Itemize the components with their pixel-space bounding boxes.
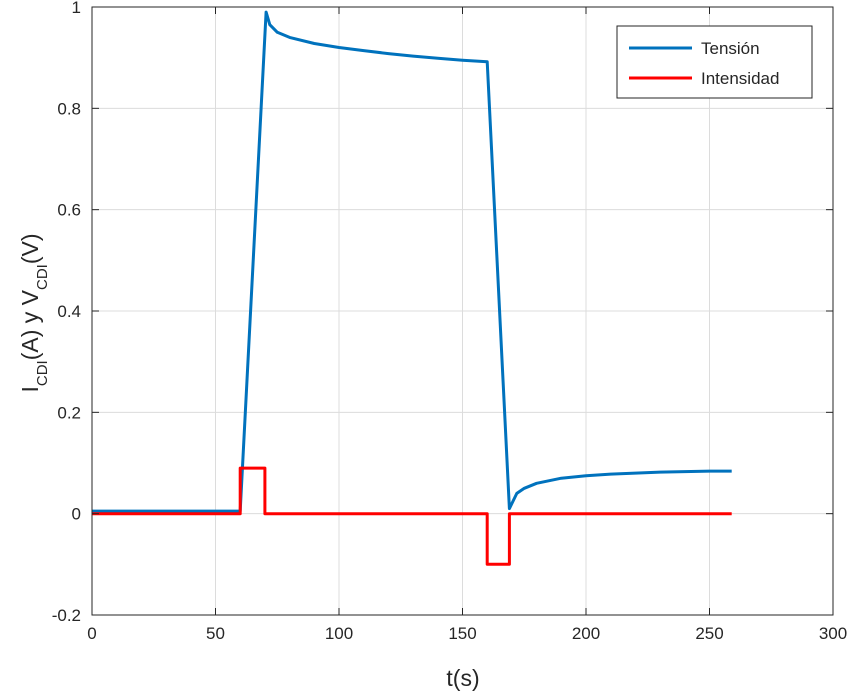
x-tick-label: 100: [325, 624, 353, 643]
x-axis-label: t(s): [446, 665, 479, 691]
y-tick-label: 0.4: [57, 302, 81, 321]
y-tick-label: 1: [72, 0, 81, 17]
axis-ticks: [91, 6, 834, 616]
y-tick-label: -0.2: [52, 606, 81, 625]
x-tick-label: 50: [206, 624, 225, 643]
legend-box: [616, 25, 813, 99]
legend-label: Tensión: [701, 39, 760, 58]
x-tick-label: 200: [572, 624, 600, 643]
series-line-tension: [92, 10, 732, 513]
y-tick-labels: -0.2 0 0.2 0.4 0.6 0.8 1: [52, 0, 81, 625]
x-tick-labels: 0 50 100 150 200 250 300: [87, 624, 847, 643]
x-tick-label: 300: [819, 624, 847, 643]
y-tick-label: 0.2: [57, 403, 81, 422]
plot-series: [92, 10, 732, 566]
x-tick-label: 250: [695, 624, 723, 643]
legend-label: Intensidad: [701, 69, 779, 88]
y-tick-label: 0.8: [57, 99, 81, 118]
series-line-intensidad: [92, 466, 732, 566]
legend: Tensión Intensidad: [616, 25, 813, 99]
y-tick-label: 0: [72, 505, 81, 524]
x-tick-label: 150: [448, 624, 476, 643]
y-tick-label: 0.6: [57, 201, 81, 220]
y-axis-label: ICDI(A) y VCDI(V): [17, 233, 51, 392]
x-tick-label: 0: [87, 624, 96, 643]
